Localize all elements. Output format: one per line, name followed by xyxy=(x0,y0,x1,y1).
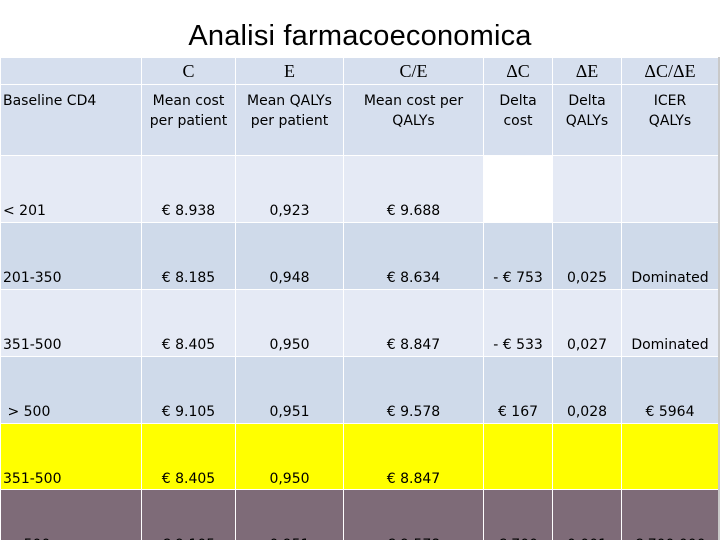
cell-mean-cost: € 8.405 xyxy=(141,423,236,490)
cell-icer: € 700.000 xyxy=(621,489,719,540)
cell-delta-cost: - € 753 xyxy=(483,222,553,290)
header-label-row: Baseline CD4 Mean cost per patient Mean … xyxy=(0,84,719,156)
cell-delta-cost xyxy=(483,423,553,490)
header-symbol-de: ΔE xyxy=(552,57,622,85)
cell-mean-qalys: 0,951 xyxy=(235,489,344,540)
header-baseline-cd4: Baseline CD4 xyxy=(0,84,142,156)
cell-delta-cost: - € 533 xyxy=(483,289,553,357)
header-mean-cost-per-qalys: Mean cost per QALYs xyxy=(343,84,484,156)
cell-delta-qalys: 0,001 xyxy=(552,489,622,540)
cell-mean-qalys: 0,951 xyxy=(235,356,344,424)
table-row-highlight-yellow: 351-500 € 8.405 0,950 € 8.847 xyxy=(0,423,719,490)
cell-mean-cost: € 9.105 xyxy=(141,356,236,424)
header-symbol-e: E xyxy=(235,57,344,85)
cell-delta-qalys: 0,025 xyxy=(552,222,622,290)
pharmacoeconomic-table: C E C/E ΔC ΔE ΔC/ΔE Baseline CD4 Mean co… xyxy=(0,57,719,540)
header-symbol-dcde: ΔC/ΔE xyxy=(621,57,719,85)
cell-group: < 201 xyxy=(0,155,142,223)
table-row: 201-350 € 8.185 0,948 € 8.634 - € 753 0,… xyxy=(0,222,719,290)
cell-mean-cost: € 8.405 xyxy=(141,289,236,357)
header-symbol-row: C E C/E ΔC ΔE ΔC/ΔE xyxy=(0,57,719,85)
cell-group: 201-350 xyxy=(0,222,142,290)
cell-delta-qalys: 0,027 xyxy=(552,289,622,357)
table-row: 351-500 € 8.405 0,950 € 8.847 - € 533 0,… xyxy=(0,289,719,357)
header-delta-qalys: Delta QALYs xyxy=(552,84,622,156)
cell-group: > 500 xyxy=(0,489,142,540)
table-row: < 201 € 8.938 0,923 € 9.688 xyxy=(0,155,719,223)
cell-cost-per-qaly: € 8.634 xyxy=(343,222,484,290)
cell-icer xyxy=(621,155,719,223)
header-symbol-ce: C/E xyxy=(343,57,484,85)
header-mean-cost: Mean cost per patient xyxy=(141,84,236,156)
table-row-highlight-gray: > 500 € 9.105 0,951 € 9.578 € 700 0,001 … xyxy=(0,489,719,540)
cell-icer xyxy=(621,423,719,490)
cell-cost-per-qaly: € 9.578 xyxy=(343,489,484,540)
cell-cost-per-qaly: € 9.578 xyxy=(343,356,484,424)
cell-mean-qalys: 0,923 xyxy=(235,155,344,223)
cell-delta-qalys xyxy=(552,423,622,490)
cell-delta-qalys: 0,028 xyxy=(552,356,622,424)
header-delta-cost: Delta cost xyxy=(483,84,553,156)
cell-icer: € 5964 xyxy=(621,356,719,424)
cell-mean-cost: € 8.185 xyxy=(141,222,236,290)
cell-mean-cost: € 9.105 xyxy=(141,489,236,540)
header-symbol-empty xyxy=(0,57,142,85)
cell-icer: Dominated xyxy=(621,222,719,290)
cell-mean-qalys: 0,948 xyxy=(235,222,344,290)
cell-cost-per-qaly: € 8.847 xyxy=(343,289,484,357)
cell-group: > 500 xyxy=(0,356,142,424)
cell-group: 351-500 xyxy=(0,289,142,357)
header-mean-qalys: Mean QALYs per patient xyxy=(235,84,344,156)
cell-mean-cost: € 8.938 xyxy=(141,155,236,223)
slide-title: Analisi farmacoeconomica xyxy=(188,20,532,52)
cell-delta-cost: € 167 xyxy=(483,356,553,424)
table-row: > 500 € 9.105 0,951 € 9.578 € 167 0,028 … xyxy=(0,356,719,424)
cell-group: 351-500 xyxy=(0,423,142,490)
cell-icer: Dominated xyxy=(621,289,719,357)
cell-delta-cost: € 700 xyxy=(483,489,553,540)
header-symbol-dc: ΔC xyxy=(483,57,553,85)
cell-cost-per-qaly: € 8.847 xyxy=(343,423,484,490)
table-edge-shadow xyxy=(718,57,720,540)
cell-delta-qalys xyxy=(552,155,622,223)
cell-cost-per-qaly: € 9.688 xyxy=(343,155,484,223)
header-icer-qalys: ICER QALYs xyxy=(621,84,719,156)
cell-mean-qalys: 0,950 xyxy=(235,289,344,357)
cell-delta-cost xyxy=(483,155,553,223)
header-symbol-c: C xyxy=(141,57,236,85)
cell-mean-qalys: 0,950 xyxy=(235,423,344,490)
